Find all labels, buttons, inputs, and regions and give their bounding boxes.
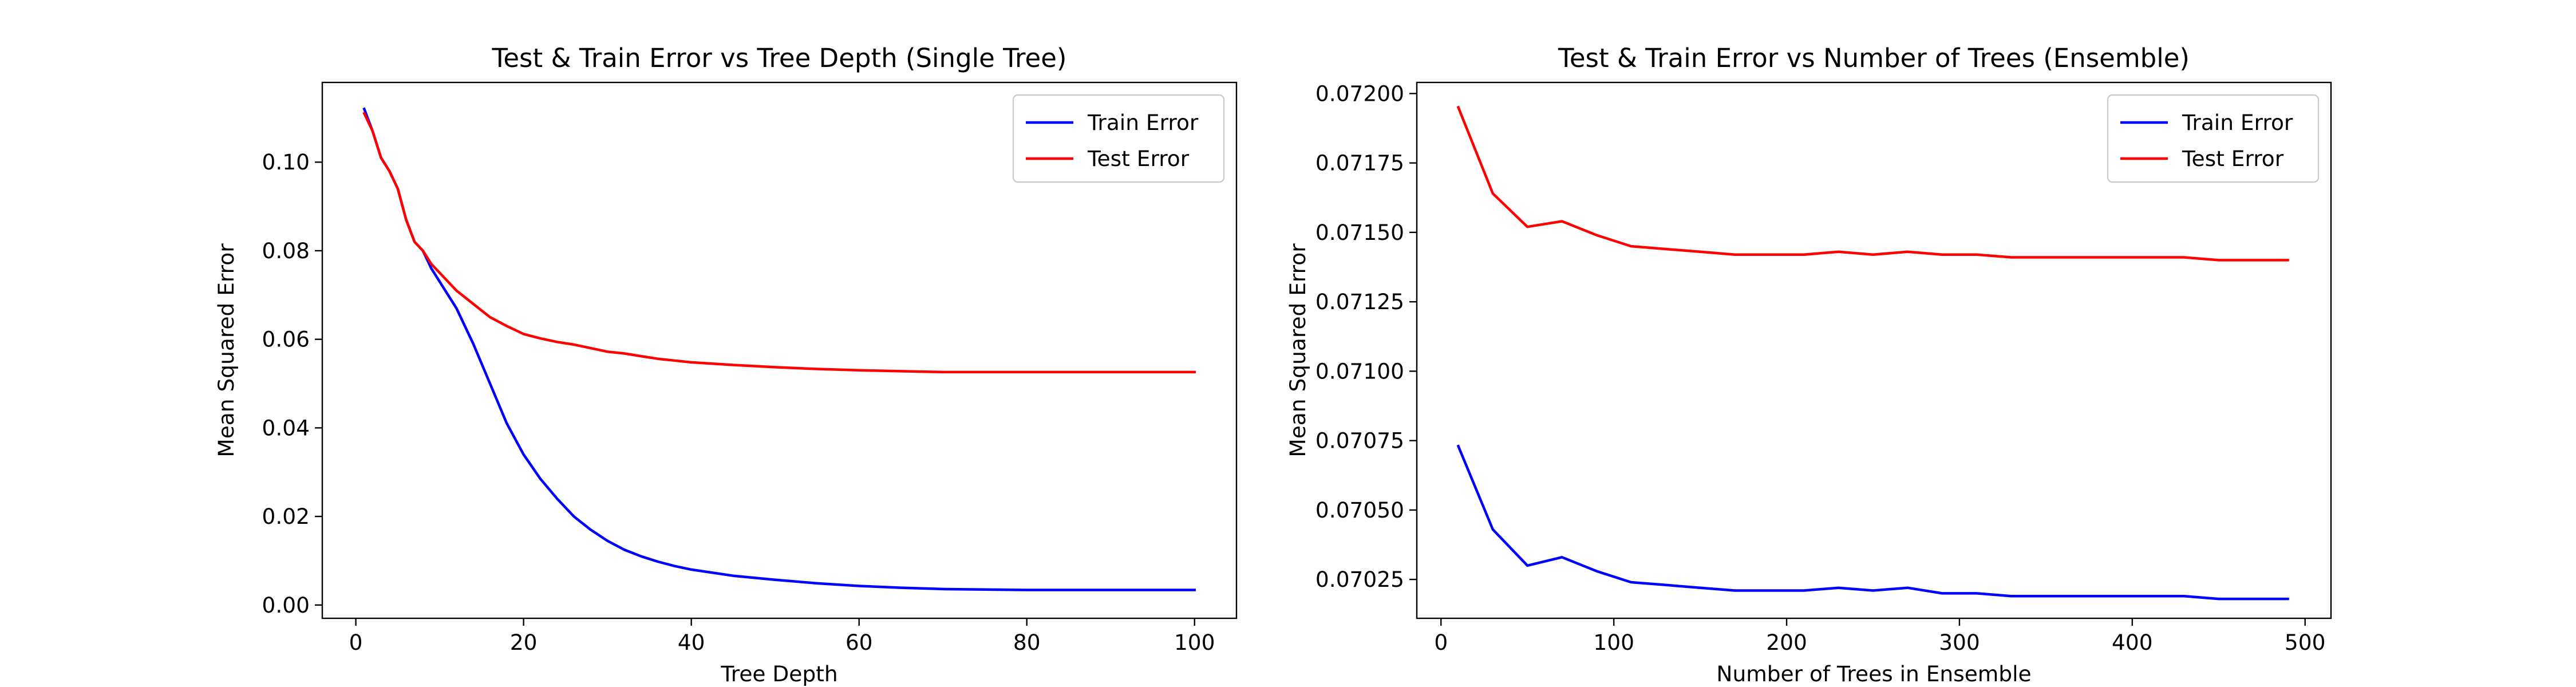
x-tick-label: 400 [2112, 630, 2153, 655]
x-axis-ticks: 0 20 40 60 80 100 [349, 618, 1215, 655]
series-line-test-error [1456, 105, 2289, 262]
y-tick-label: 0.02 [262, 504, 310, 529]
y-tick-label: 0.07050 [1315, 498, 1404, 523]
legend: Train Error Test Error [1012, 94, 1225, 183]
x-tick-label: 60 [846, 630, 873, 655]
y-axis-ticks: 0.00 0.02 0.04 0.06 0.08 0.10 [262, 149, 322, 618]
x-tick-label: 200 [1766, 630, 1807, 655]
y-tick-label: 0.10 [262, 149, 310, 175]
legend-box [1012, 94, 1225, 183]
x-tick-label: 80 [1013, 630, 1041, 655]
chart-ensemble-size: Test & Train Error vs Number of Trees (E… [1285, 43, 2332, 686]
y-tick-label: 0.00 [262, 593, 310, 618]
x-axis-ticks: 0 100 200 300 400 500 [1434, 618, 2326, 655]
chart-title: Test & Train Error vs Number of Trees (E… [1558, 43, 2190, 73]
x-tick-label: 100 [1174, 630, 1215, 655]
y-tick-label: 0.08 [262, 238, 310, 263]
legend-label: Test Error [1087, 146, 1190, 171]
y-axis-label: Mean Squared Error [1285, 243, 1310, 457]
legend-box [2107, 94, 2320, 183]
series-lines [1456, 105, 2289, 601]
x-tick-label: 500 [2285, 630, 2326, 655]
chart-tree-depth: Test & Train Error vs Tree Depth (Single… [214, 43, 1238, 686]
y-tick-label: 0.07025 [1315, 567, 1404, 592]
x-axis-label: Tree Depth [720, 661, 837, 686]
legend-label: Train Error [1087, 110, 1199, 135]
y-tick-label: 0.07175 [1315, 151, 1404, 176]
y-tick-label: 0.07075 [1315, 428, 1404, 453]
legend: Train Error Test Error [2107, 94, 2320, 183]
x-tick-label: 0 [349, 630, 363, 655]
plot-frame [1416, 81, 2332, 619]
y-tick-label: 0.07125 [1315, 289, 1404, 314]
x-tick-label: 300 [1939, 630, 1980, 655]
legend-label: Test Error [2182, 146, 2284, 171]
legend-label: Train Error [2182, 110, 2293, 135]
x-axis-label: Number of Trees in Ensemble [1716, 661, 2031, 686]
chart-title: Test & Train Error vs Tree Depth (Single… [492, 43, 1067, 73]
series-line-test-error [362, 112, 1196, 374]
x-tick-label: 100 [1593, 630, 1634, 655]
y-tick-label: 0.07200 [1315, 81, 1404, 106]
y-axis-label: Mean Squared Error [214, 243, 239, 457]
series-line-train-error [1456, 444, 2289, 601]
x-tick-label: 0 [1434, 630, 1448, 655]
x-tick-label: 40 [678, 630, 705, 655]
y-tick-label: 0.07100 [1315, 358, 1404, 384]
plot-frame [321, 81, 1238, 619]
y-axis-ticks: 0.07025 0.07050 0.07075 0.07100 0.07125 0.071… [1315, 81, 1417, 592]
x-tick-label: 20 [510, 630, 538, 655]
series-lines [362, 107, 1196, 591]
y-tick-label: 0.06 [262, 327, 310, 352]
y-tick-label: 0.07150 [1315, 220, 1404, 245]
y-tick-label: 0.04 [262, 415, 310, 440]
